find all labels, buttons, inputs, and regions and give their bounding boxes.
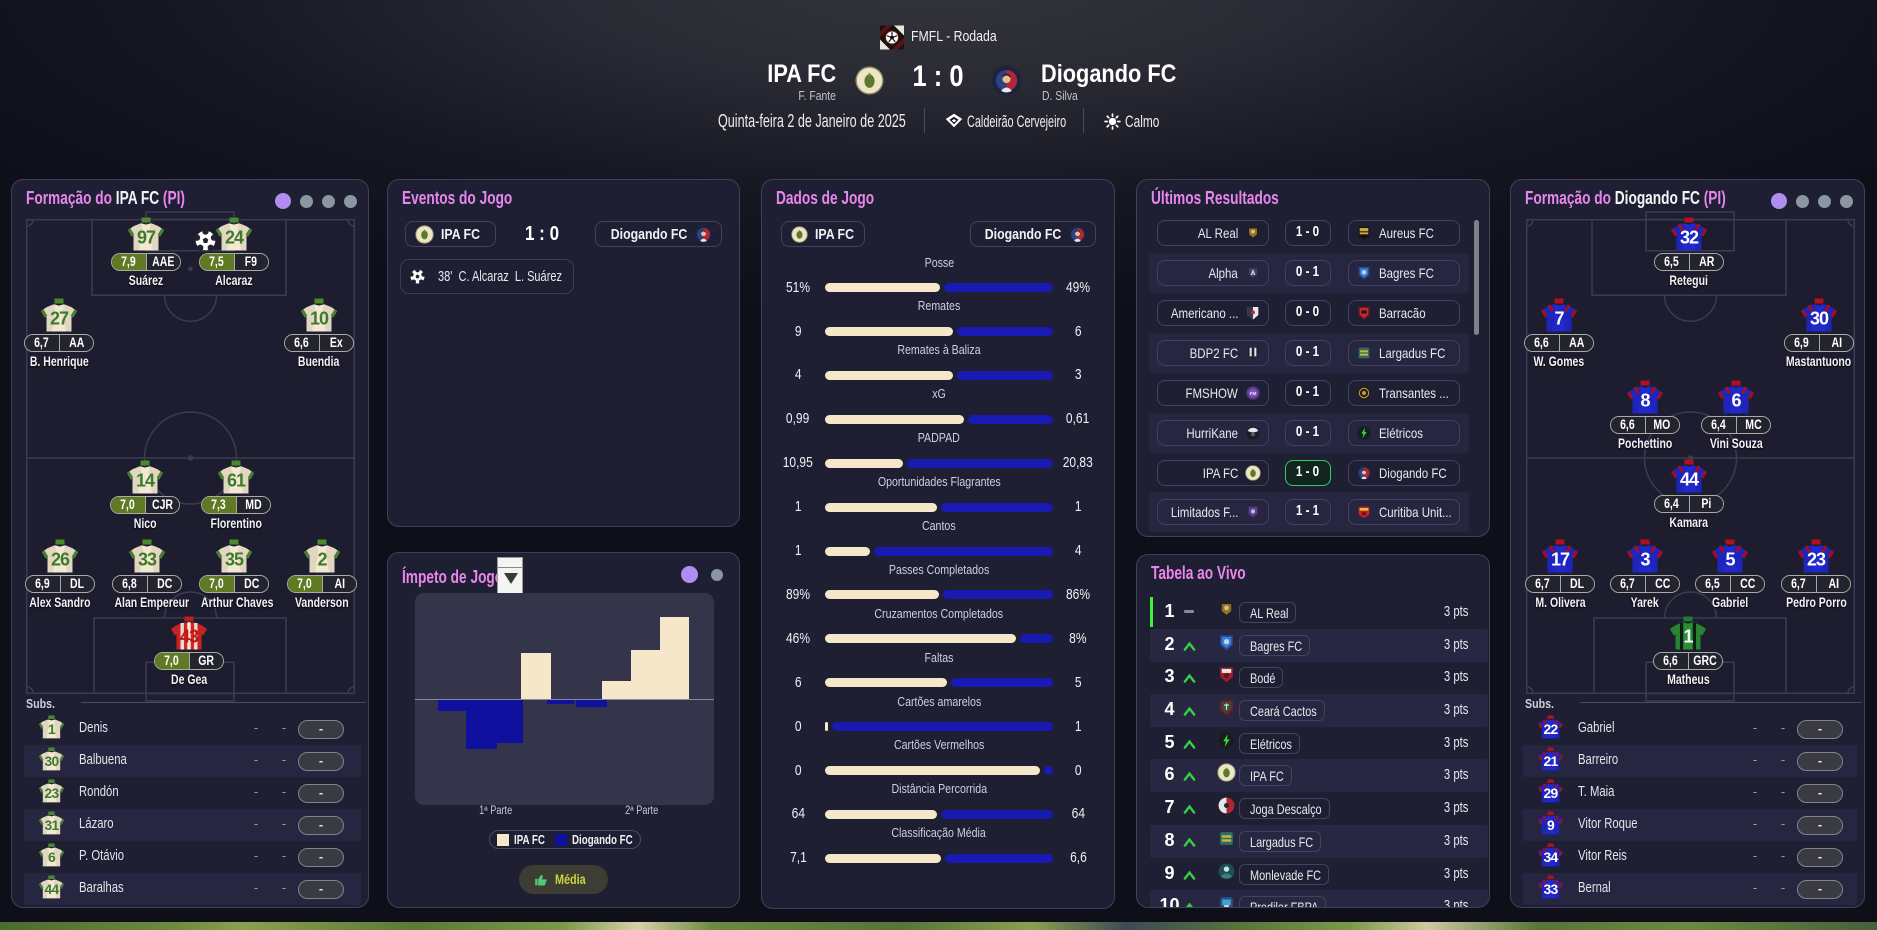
svg-text:33: 33: [1543, 881, 1558, 897]
svg-text:2: 2: [317, 550, 327, 570]
svg-text:1: 1: [1683, 627, 1693, 647]
svg-text:23: 23: [1807, 550, 1826, 570]
svg-text:33: 33: [138, 550, 157, 570]
svg-text:22: 22: [1543, 721, 1558, 737]
svg-text:3: 3: [1640, 550, 1650, 570]
svg-text:44: 44: [1680, 470, 1699, 490]
svg-text:7: 7: [1554, 309, 1564, 329]
svg-text:32: 32: [1680, 228, 1699, 248]
svg-text:24: 24: [225, 228, 244, 248]
svg-text:43: 43: [180, 627, 199, 647]
svg-text:14: 14: [136, 471, 155, 491]
svg-text:26: 26: [51, 550, 70, 570]
svg-text:5: 5: [1725, 550, 1735, 570]
svg-text:21: 21: [1543, 753, 1558, 769]
svg-text:34: 34: [1543, 849, 1558, 865]
svg-text:6: 6: [48, 849, 56, 865]
svg-text:9: 9: [1547, 817, 1555, 833]
svg-text:30: 30: [1810, 309, 1829, 329]
svg-text:97: 97: [137, 228, 156, 248]
svg-text:17: 17: [1551, 550, 1570, 570]
svg-text:27: 27: [50, 309, 69, 329]
svg-text:23: 23: [44, 785, 59, 801]
svg-text:35: 35: [225, 550, 244, 570]
svg-text:30: 30: [44, 753, 59, 769]
svg-text:1: 1: [48, 721, 56, 737]
svg-text:6: 6: [1731, 391, 1741, 411]
svg-text:29: 29: [1543, 785, 1558, 801]
svg-text:FM: FM: [1250, 391, 1257, 396]
svg-text:61: 61: [227, 471, 246, 491]
svg-text:44: 44: [44, 881, 59, 897]
svg-text:8: 8: [1640, 391, 1650, 411]
svg-text:31: 31: [44, 817, 59, 833]
svg-text:10: 10: [310, 309, 329, 329]
